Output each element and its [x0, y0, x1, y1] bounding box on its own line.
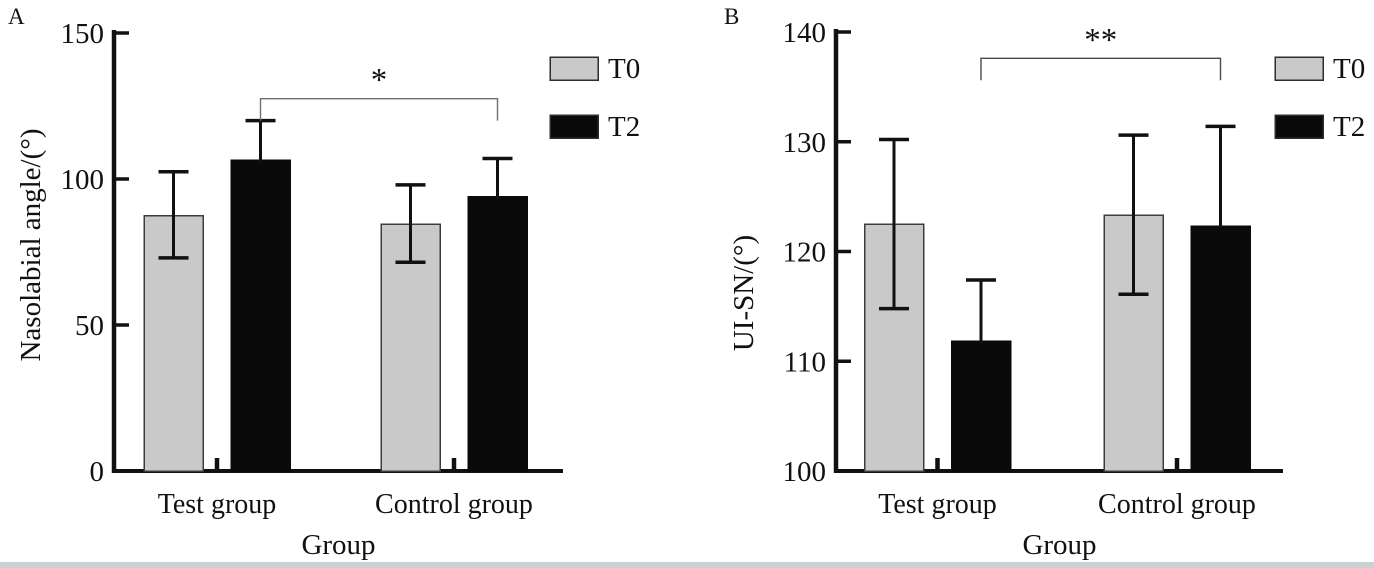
y-tick-label: 130: [783, 127, 827, 159]
legend-label-t2: T2: [608, 111, 640, 143]
bar-control-group-t0: [380, 223, 441, 472]
significance-label: *: [371, 63, 388, 99]
legend-swatch-t2: [549, 114, 599, 139]
legend-swatch-t0: [1274, 56, 1324, 81]
x-category-label: Control group: [375, 489, 533, 520]
y-axis-title: Nasolabial angle/(°): [15, 128, 47, 361]
significance-label: **: [1084, 22, 1117, 58]
legend-swatch-t2: [1274, 114, 1324, 139]
y-tick-label: 100: [783, 456, 827, 488]
x-category-label: Test group: [878, 489, 997, 520]
bar-test-group-t2: [230, 159, 291, 472]
x-axis-title: Group: [301, 529, 375, 561]
legend-swatch-t0: [549, 56, 599, 81]
legend-label-t2: T2: [1333, 111, 1365, 143]
panel-label-a: A: [8, 4, 25, 29]
y-tick-label: 140: [783, 17, 827, 49]
y-tick-label: 150: [61, 18, 105, 50]
scan-edge-strip: [0, 562, 1374, 568]
y-tick-label: 120: [783, 237, 827, 269]
y-axis-title: UI-SN/(°): [728, 235, 760, 351]
panel-b: 100 110 120 130 140 Test group Control groupGr…: [728, 17, 1365, 561]
legend-label-t0: T0: [608, 53, 640, 85]
significance-bracket: [259, 98, 499, 121]
y-tick-label: 50: [75, 310, 104, 342]
bar-control-group-t2: [467, 195, 528, 472]
bar-test-group-t2: [950, 340, 1012, 472]
legend-label-t0: T0: [1333, 53, 1365, 85]
x-axis-title: Group: [1022, 529, 1096, 561]
y-tick-label: 0: [90, 456, 105, 488]
x-category-label: Test group: [158, 489, 277, 520]
bar-control-group-t2: [1190, 225, 1251, 472]
y-tick-label: 100: [61, 164, 105, 196]
x-category-label: Control group: [1098, 489, 1256, 520]
significance-bracket: [980, 57, 1222, 81]
y-tick-label: 110: [784, 346, 826, 378]
panel-label-b: B: [724, 4, 740, 29]
